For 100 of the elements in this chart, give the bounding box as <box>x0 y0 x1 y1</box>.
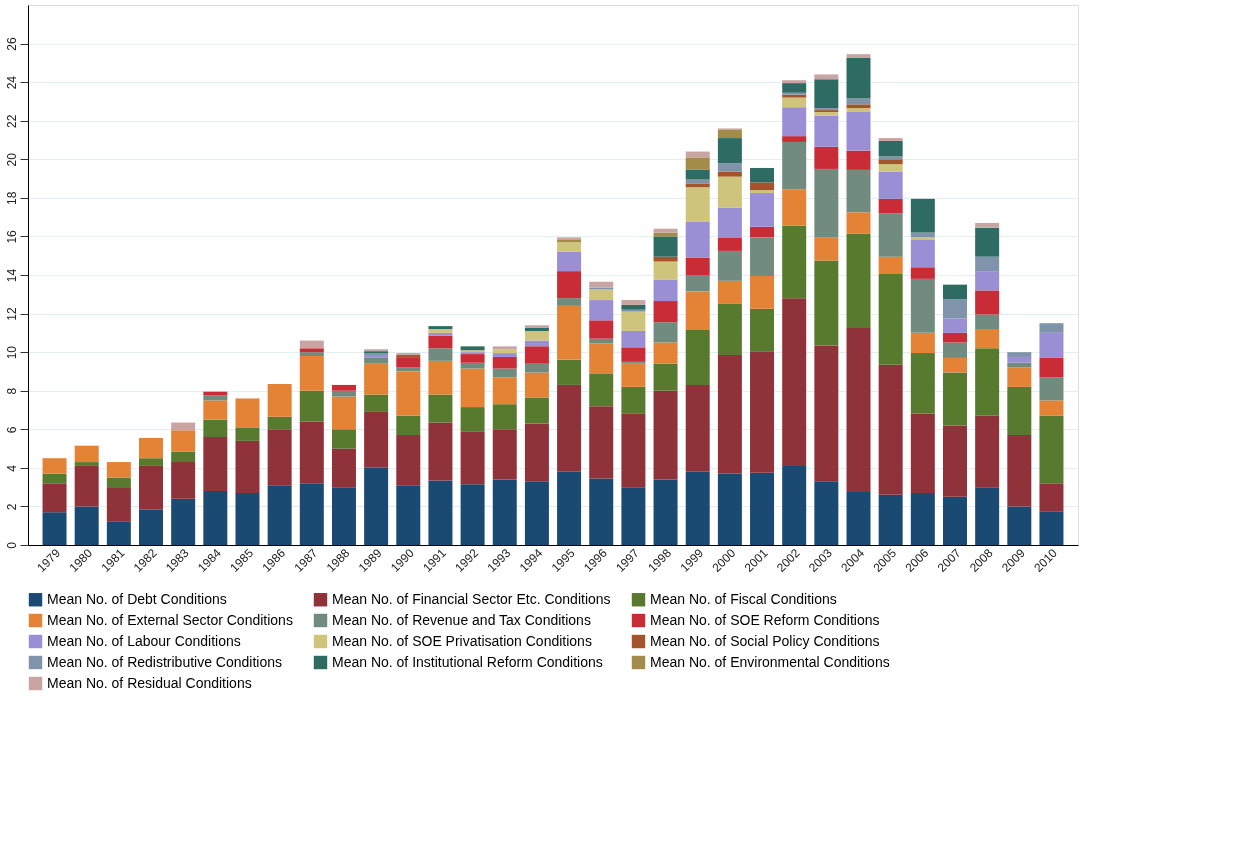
bar <box>460 362 485 369</box>
bar <box>975 290 1000 315</box>
bar <box>975 256 1000 272</box>
bar <box>492 349 517 354</box>
bar <box>975 329 1000 349</box>
bar <box>910 353 935 414</box>
bar <box>1039 511 1064 545</box>
bar <box>589 320 614 339</box>
bar <box>364 363 389 395</box>
legend-label: Mean No. of Residual Conditions <box>47 674 252 691</box>
legend-label: Mean No. of Social Policy Conditions <box>650 632 880 649</box>
bar <box>846 104 871 109</box>
bar <box>942 284 967 300</box>
bar <box>589 289 614 301</box>
bar <box>717 473 742 545</box>
bar <box>428 335 453 349</box>
bar <box>685 187 710 222</box>
bar <box>975 487 1000 545</box>
bar <box>364 357 389 364</box>
bar <box>396 485 421 545</box>
bar <box>717 176 742 208</box>
bar <box>942 425 967 497</box>
bar <box>717 250 742 281</box>
bar <box>782 465 807 545</box>
bar <box>171 462 196 499</box>
bar <box>557 242 582 252</box>
bar <box>846 169 871 213</box>
bar <box>1039 483 1064 512</box>
bar <box>1039 377 1064 401</box>
bar <box>782 141 807 190</box>
bar <box>139 437 164 459</box>
bar <box>203 400 228 420</box>
bar <box>782 97 807 108</box>
bar <box>235 427 260 441</box>
bar <box>878 274 903 365</box>
bar <box>975 314 1000 329</box>
bar <box>846 150 871 170</box>
bar <box>685 183 710 188</box>
bar <box>653 363 678 391</box>
bar <box>235 398 260 428</box>
bar <box>42 473 67 484</box>
bar <box>621 311 646 331</box>
bar <box>1039 332 1064 358</box>
bar <box>492 356 517 369</box>
bar <box>460 354 485 363</box>
bar <box>1039 323 1064 333</box>
bar <box>428 394 453 423</box>
legend-label: Mean No. of Labour Conditions <box>47 632 241 649</box>
bar <box>975 227 1000 257</box>
bar <box>299 356 324 391</box>
bar <box>331 429 356 449</box>
bar <box>621 347 646 362</box>
bar <box>910 332 935 354</box>
bar <box>717 163 742 172</box>
bar <box>106 487 131 522</box>
y-tick-label: 2 <box>4 503 19 511</box>
bar <box>428 422 453 481</box>
bar <box>750 167 775 183</box>
y-tick-label: 0 <box>4 541 19 549</box>
bar <box>621 330 646 348</box>
bar <box>878 364 903 495</box>
bar <box>428 348 453 361</box>
bar <box>750 226 775 238</box>
bar <box>653 236 678 257</box>
bar <box>653 301 678 323</box>
bar <box>782 83 807 93</box>
bar <box>878 138 903 141</box>
bar <box>589 343 614 374</box>
bar <box>589 478 614 545</box>
bar <box>1039 400 1064 416</box>
bar <box>621 386 646 414</box>
bar <box>203 437 228 491</box>
bar <box>685 169 710 180</box>
y-tick-label: 22 <box>4 114 19 128</box>
bar <box>621 487 646 545</box>
bar <box>557 271 582 299</box>
bar <box>750 193 775 227</box>
y-tick-label: 10 <box>4 345 19 360</box>
bar <box>846 491 871 545</box>
bar <box>460 484 485 545</box>
bar <box>814 146 839 169</box>
bar <box>396 435 421 486</box>
bar <box>235 440 260 493</box>
bar <box>846 54 871 59</box>
bar <box>814 168 839 238</box>
bar <box>589 300 614 321</box>
bar <box>653 342 678 364</box>
bar <box>782 136 807 142</box>
bar <box>717 171 742 177</box>
bar <box>299 348 324 353</box>
bar <box>685 221 710 258</box>
bar <box>106 521 131 545</box>
bar <box>267 429 292 486</box>
bar <box>492 353 517 357</box>
y-tick-label: 4 <box>4 464 19 472</box>
bar <box>717 280 742 304</box>
bar <box>750 182 775 191</box>
bar <box>942 318 967 333</box>
bar <box>621 363 646 387</box>
bar <box>331 390 356 397</box>
